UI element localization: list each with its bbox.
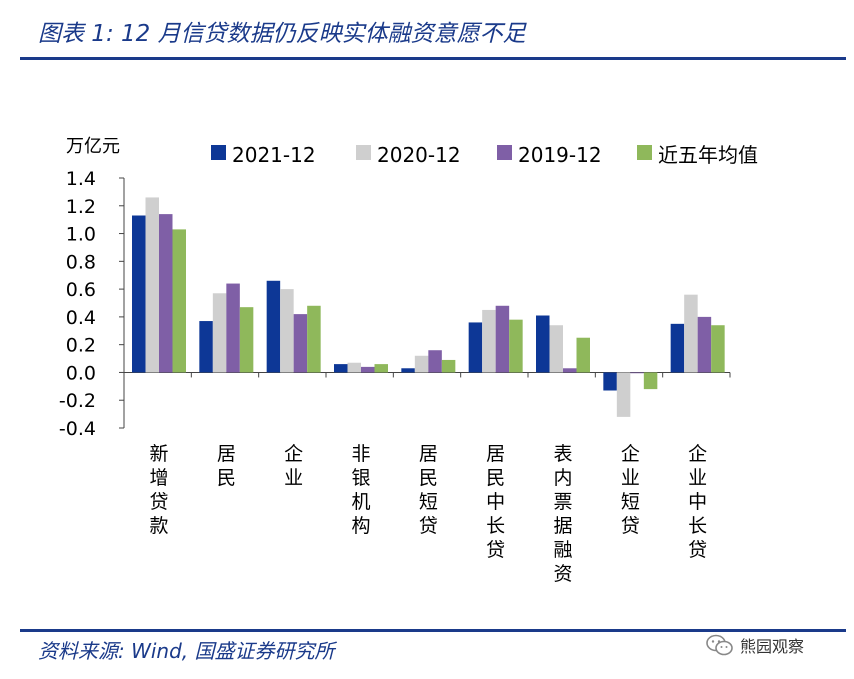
- bar-近五年均值: [576, 337, 590, 373]
- y-tick-label: 0.6: [66, 279, 96, 301]
- bar-2020-12: [482, 309, 496, 373]
- x-tick-label: 企业: [284, 443, 303, 489]
- bar-近五年均值: [239, 307, 254, 373]
- y-tick-label: 1.2: [66, 196, 96, 218]
- bar-2021-12: [468, 322, 483, 373]
- bar-近五年均值: [509, 319, 523, 373]
- figure-title: 图表 1: 12 月信贷数据仍反映实体融资意愿不足: [38, 21, 526, 47]
- bar-2021-12: [603, 372, 617, 391]
- legend-swatch: [497, 145, 512, 160]
- watermark: 熊园观察: [706, 630, 804, 660]
- bar-2019-12: [293, 314, 308, 373]
- bar-近五年均值: [172, 229, 186, 373]
- y-tick-label: -0.4: [59, 418, 96, 440]
- bar-2019-12: [361, 366, 375, 373]
- bar-2021-12: [199, 321, 213, 373]
- x-tick-label: 居民: [217, 443, 236, 489]
- bar-近五年均值: [711, 325, 725, 373]
- legend-label: 2021-12: [232, 143, 316, 167]
- y-tick-label: 0.0: [66, 362, 96, 384]
- bar-2021-12: [670, 323, 685, 373]
- title-rule: [20, 57, 846, 60]
- wechat-icon: [706, 634, 733, 656]
- bar-近五年均值: [441, 359, 456, 373]
- footer-rule: [20, 629, 846, 632]
- bar-2021-12: [401, 368, 415, 373]
- y-tick-label: 0.2: [66, 335, 96, 357]
- y-tick-label: 0.8: [66, 251, 96, 273]
- bar-2020-12: [616, 372, 631, 417]
- bar-2020-12: [684, 294, 698, 373]
- bar-2020-12: [280, 289, 294, 373]
- legend-swatch: [356, 145, 371, 160]
- bar-2019-12: [697, 316, 712, 373]
- bar-2020-12: [145, 197, 159, 373]
- legend-label: 近五年均值: [658, 143, 758, 167]
- bar-2021-12: [334, 364, 348, 373]
- bar-近五年均值: [374, 364, 388, 373]
- x-tick-label: 企业短贷: [621, 443, 640, 537]
- x-tick-label: 新增贷款: [149, 443, 168, 537]
- legend-label: 2020-12: [377, 143, 461, 167]
- legend-swatch: [211, 145, 226, 160]
- bar-2019-12: [428, 350, 442, 373]
- y-tick-label: 1.0: [66, 224, 96, 246]
- bar-2020-12: [549, 325, 563, 373]
- x-tick-label: 居民中长贷: [486, 443, 505, 561]
- bar-2019-12: [495, 305, 510, 373]
- bar-2020-12: [414, 355, 429, 373]
- bar-2020-12: [212, 293, 227, 373]
- bar-2021-12: [266, 280, 281, 373]
- legend-label: 2019-12: [518, 143, 602, 167]
- x-tick-label: 居民短贷: [419, 443, 438, 537]
- bar-2019-12: [159, 214, 173, 373]
- bar-2020-12: [347, 362, 361, 373]
- y-axis-label: 万亿元: [66, 136, 120, 157]
- bar-2019-12: [226, 283, 240, 373]
- bar-2019-12: [563, 368, 577, 373]
- source-note: 资料来源: Wind, 国盛证券研究所: [38, 639, 335, 663]
- legend-swatch: [637, 145, 652, 160]
- bar-近五年均值: [307, 305, 321, 373]
- x-tick-label: 企业中长贷: [688, 443, 707, 561]
- x-tick-label: 非银机构: [351, 443, 370, 537]
- y-tick-label: -0.2: [59, 390, 96, 412]
- bar-近五年均值: [643, 372, 658, 390]
- y-tick-label: 1.4: [66, 168, 96, 190]
- watermark-text: 熊园观察: [740, 637, 805, 656]
- bar-2019-12: [630, 372, 644, 374]
- x-tick-label: 表内票据融资: [553, 443, 572, 585]
- bar-2021-12: [536, 315, 550, 373]
- y-tick-label: 0.4: [66, 307, 96, 329]
- bar-2021-12: [132, 215, 146, 373]
